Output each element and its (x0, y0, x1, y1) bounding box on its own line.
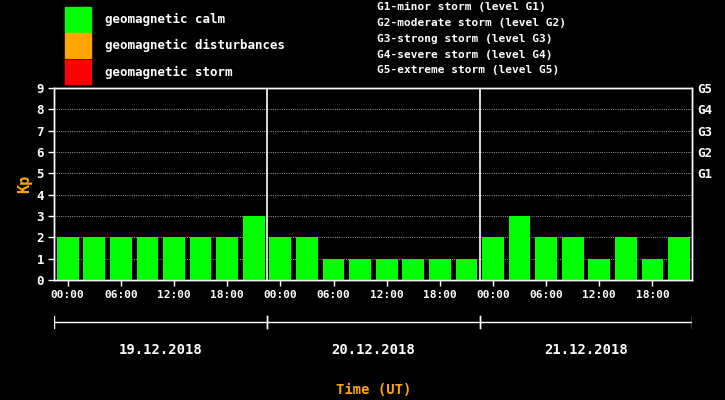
Text: geomagnetic calm: geomagnetic calm (105, 13, 225, 26)
Text: G2-moderate storm (level G2): G2-moderate storm (level G2) (377, 18, 566, 28)
Bar (402, 259, 424, 280)
Bar (429, 259, 451, 280)
Text: geomagnetic disturbances: geomagnetic disturbances (105, 39, 285, 52)
Bar (136, 237, 158, 280)
Bar (110, 237, 132, 280)
Bar (270, 237, 291, 280)
Text: G1-minor storm (level G1): G1-minor storm (level G1) (377, 2, 546, 12)
Y-axis label: Kp: Kp (17, 175, 33, 193)
Bar (216, 237, 238, 280)
Bar (349, 259, 371, 280)
Bar (642, 259, 663, 280)
Bar (482, 237, 504, 280)
Bar (83, 237, 105, 280)
Bar (323, 259, 344, 280)
Bar (296, 237, 318, 280)
Bar (190, 237, 212, 280)
Bar (589, 259, 610, 280)
Bar (65, 34, 91, 58)
Text: G3-strong storm (level G3): G3-strong storm (level G3) (377, 34, 552, 44)
Bar (163, 237, 185, 280)
Bar (243, 216, 265, 280)
Bar (668, 237, 690, 280)
Bar (509, 216, 531, 280)
Text: 20.12.2018: 20.12.2018 (331, 342, 415, 357)
Bar (562, 237, 584, 280)
Text: Time (UT): Time (UT) (336, 383, 411, 398)
Bar (615, 237, 637, 280)
Bar (535, 237, 557, 280)
Text: G4-severe storm (level G4): G4-severe storm (level G4) (377, 50, 552, 60)
Bar (65, 7, 91, 32)
Bar (65, 60, 91, 84)
Bar (376, 259, 397, 280)
Text: geomagnetic storm: geomagnetic storm (105, 66, 233, 79)
Bar (455, 259, 477, 280)
Text: 21.12.2018: 21.12.2018 (544, 342, 628, 357)
Text: 19.12.2018: 19.12.2018 (119, 342, 202, 357)
Text: G5-extreme storm (level G5): G5-extreme storm (level G5) (377, 65, 559, 75)
Bar (57, 237, 78, 280)
